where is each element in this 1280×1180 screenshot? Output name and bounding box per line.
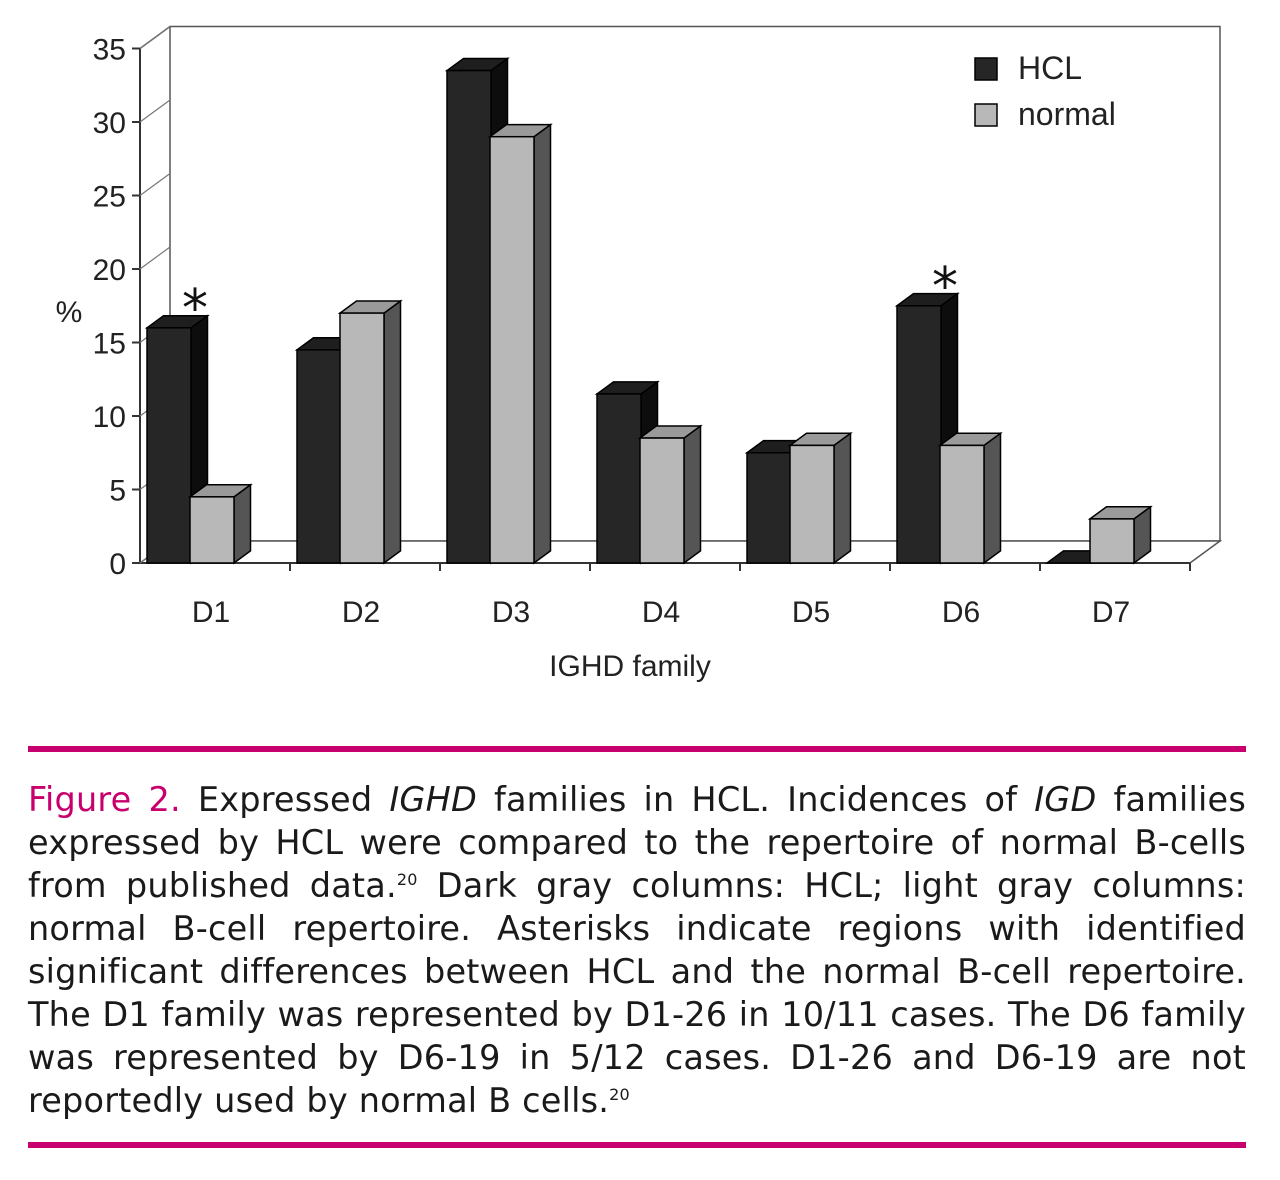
- caption-text: families expressed by HCL were compared …: [28, 780, 1247, 905]
- bottom-rule: [28, 1142, 1246, 1148]
- y-tick-label: 15: [93, 328, 126, 361]
- y-tick-label: 0: [109, 548, 126, 581]
- y-tick-label: 10: [93, 401, 126, 434]
- x-tick-label: D6: [942, 596, 980, 629]
- y-tick-label: 5: [109, 475, 126, 508]
- x-tick-label: D5: [792, 596, 830, 629]
- caption-italic-ighd: IGHD: [389, 780, 477, 819]
- bar-front: [639, 437, 685, 564]
- y-tick-depth: [139, 173, 171, 196]
- x-tick-label: D4: [642, 596, 680, 629]
- bar-front: [446, 69, 492, 564]
- bar-front: [746, 452, 792, 564]
- y-tick-label: 25: [93, 181, 126, 214]
- top-rule: [28, 746, 1246, 752]
- y-tick-label: 35: [93, 34, 126, 67]
- legend: HCL normal: [974, 50, 1116, 132]
- bar-front: [146, 327, 192, 564]
- reference-superscript: 20: [609, 1084, 630, 1104]
- bar-front: [939, 444, 985, 564]
- legend-swatch-normal: [974, 103, 998, 127]
- bar-front: [339, 312, 385, 564]
- caption-text: Expressed: [180, 780, 390, 819]
- figure-label: Figure 2.: [28, 780, 181, 819]
- y-tick-depth: [139, 246, 171, 270]
- legend-swatch-hcl: [974, 57, 998, 81]
- bar-front: [1089, 518, 1135, 564]
- bar-normal-d2: [337, 299, 403, 565]
- bar-front: [596, 393, 642, 564]
- reference-superscript: 20: [396, 869, 418, 889]
- bar-side: [533, 123, 552, 565]
- bar-normal-d1: [187, 483, 253, 565]
- bar-front: [296, 349, 342, 564]
- y-tick-depth: [139, 99, 171, 123]
- bar-front: [189, 496, 235, 564]
- significance-asterisk: *: [182, 279, 208, 339]
- caption-text: families in HCL. Incidences of: [476, 780, 1035, 819]
- x-tick-label: D3: [492, 596, 530, 629]
- annotations: * *: [182, 257, 958, 339]
- y-tick-depth: [139, 26, 171, 49]
- x-axis: D1 D2 D3 D4 D5 D6 D7: [192, 563, 1191, 629]
- bar-normal-d7: [1087, 505, 1153, 565]
- y-tick-label: 20: [93, 254, 126, 287]
- bar-front: [896, 305, 942, 564]
- bar-front: [489, 135, 535, 564]
- bar-normal-d5: [787, 431, 853, 565]
- legend-label-hcl: HCL: [1018, 50, 1082, 86]
- bar-side: [833, 431, 852, 565]
- significance-asterisk: *: [932, 257, 958, 317]
- x-tick-label: D7: [1092, 596, 1130, 629]
- bar-side: [233, 483, 252, 565]
- bar-front: [789, 444, 835, 564]
- bar-side: [683, 424, 702, 565]
- caption-text: Dark gray columns: HCL; light gray colum…: [28, 866, 1246, 1120]
- bars: [144, 56, 1153, 565]
- bar-normal-d3: [487, 123, 553, 565]
- y-axis: 0 5 10 15 20 25 30 35: [93, 26, 171, 581]
- x-axis-title: IGHD family: [549, 650, 711, 683]
- caption-italic-igd: IGD: [1034, 780, 1097, 819]
- bar-side: [983, 431, 1002, 565]
- bar-normal-d4: [637, 424, 703, 565]
- y-tick-label: 30: [93, 107, 126, 140]
- y-axis-title: %: [56, 296, 83, 329]
- x-tick-label: D2: [342, 596, 380, 629]
- bar-normal-d6: [937, 431, 1003, 565]
- legend-label-normal: normal: [1018, 96, 1116, 132]
- x-tick-label: D1: [192, 596, 230, 629]
- figure-caption: Figure 2. Expressed IGHD families in HCL…: [28, 778, 1246, 1122]
- bar-side: [383, 299, 402, 565]
